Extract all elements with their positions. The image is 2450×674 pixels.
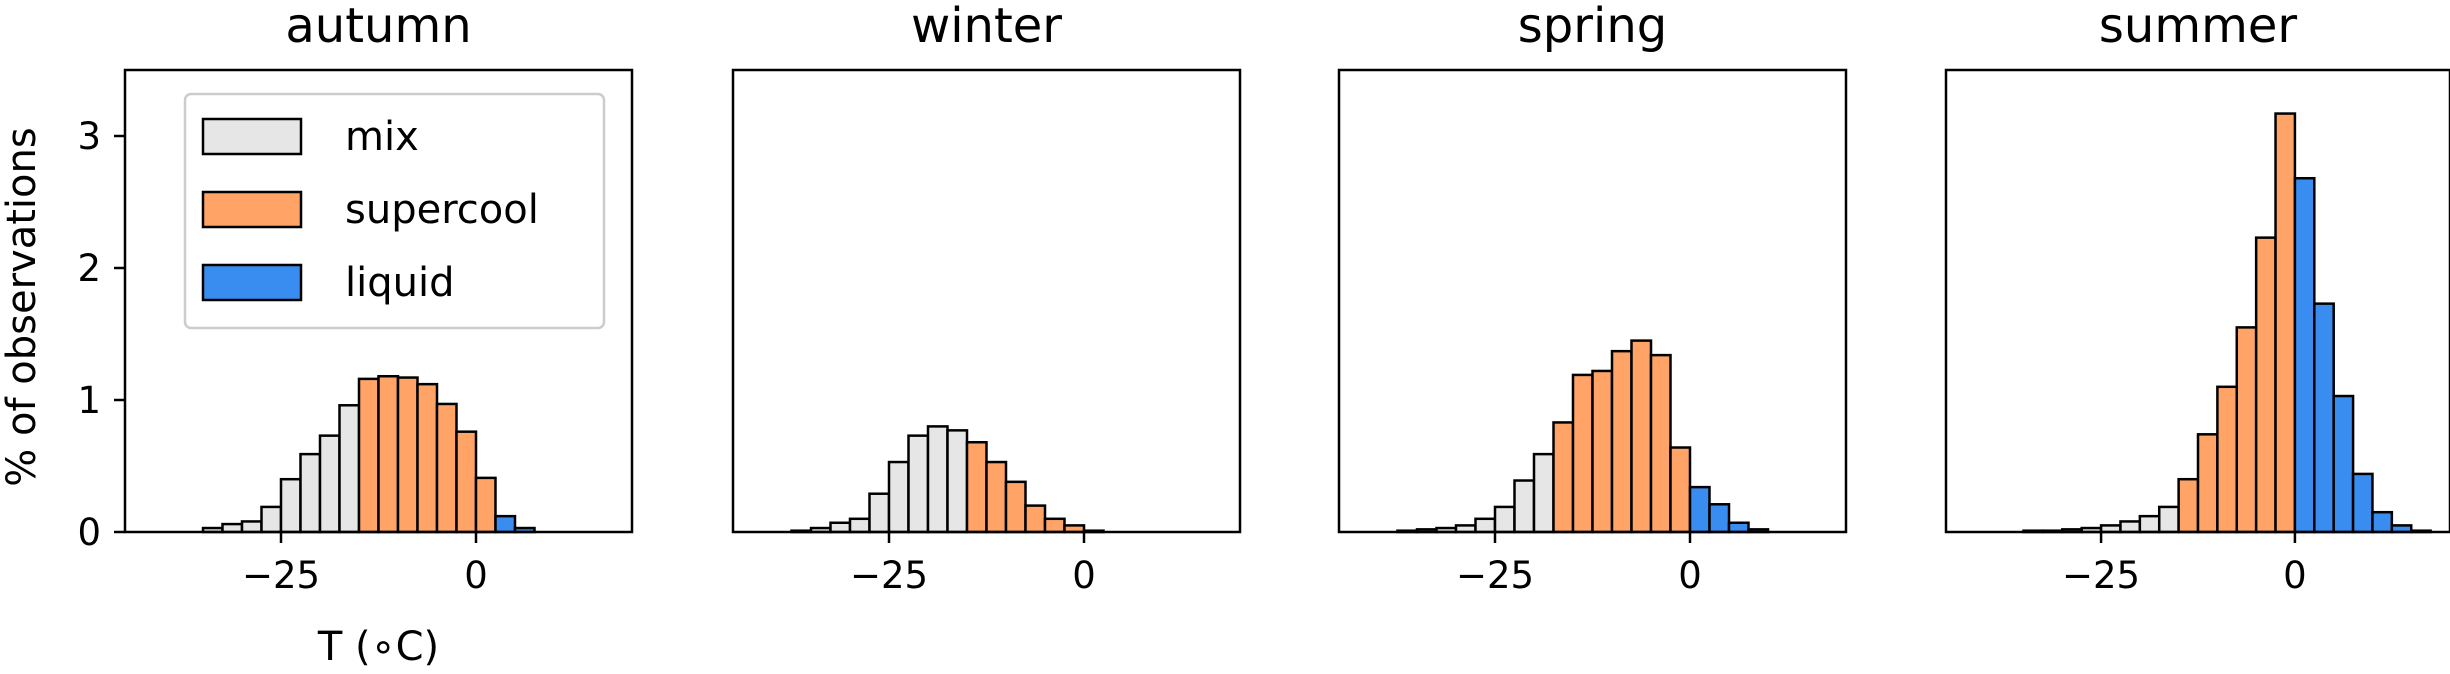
legend-label-supercool: supercool: [345, 187, 539, 233]
legend-swatch-mix: [201, 117, 303, 156]
subplot-autumn: autumn −25 0 0 1 2 3 T (∘C) % of observations mix…: [0, 0, 634, 670]
histogram-bar-mix: [1474, 517, 1497, 534]
histogram-bar-supercool: [985, 460, 1008, 534]
histogram-bar-mix: [2138, 514, 2161, 534]
histogram-bar-mix: [240, 520, 263, 534]
histogram-bar-mix: [1513, 479, 1536, 534]
histogram-bar-supercool: [2235, 326, 2258, 534]
histogram-bar-supercool: [1571, 373, 1594, 534]
histogram-bar-mix: [279, 477, 302, 534]
histogram-bar-supercool: [377, 374, 400, 534]
subplot-title: spring: [1518, 0, 1667, 54]
histogram-bar-supercool: [1610, 349, 1633, 534]
legend-swatch-liquid: [201, 263, 303, 302]
x-axis-label: T (∘C): [317, 624, 439, 670]
subplot-title: summer: [2099, 0, 2297, 54]
histogram-bar-mix: [299, 452, 322, 534]
y-axis-label: % of observations: [0, 127, 45, 486]
histogram-bar-liquid: [494, 514, 517, 534]
histogram-bar-liquid: [2332, 394, 2355, 534]
histogram-bar-supercool: [396, 376, 419, 534]
legend: mix supercool liquid: [183, 92, 606, 330]
histogram-bar-liquid: [1708, 503, 1731, 534]
histogram-bar-mix: [338, 404, 361, 534]
histogram-bar-mix: [2157, 505, 2180, 534]
legend-label-mix: mix: [345, 114, 419, 160]
x-tick-label: −25: [2062, 554, 2140, 597]
histogram-bar-mix: [1493, 505, 1516, 534]
histogram-bar-liquid: [1688, 485, 1711, 534]
y-tick-label: 0: [77, 511, 101, 554]
histogram-bar-mix: [907, 434, 930, 534]
histogram-bar-liquid: [2293, 176, 2316, 534]
legend-swatch-supercool: [201, 190, 303, 229]
histogram-bar-supercool: [455, 430, 478, 534]
histogram-bar-supercool: [2274, 112, 2297, 534]
histogram-bar-supercool: [474, 476, 497, 534]
histogram-bar-mix: [318, 434, 341, 534]
legend-label-liquid: liquid: [345, 260, 454, 306]
histogram-bar-supercool: [416, 382, 439, 534]
histogram-bar-supercool: [435, 402, 458, 534]
histogram-bar-mix: [829, 521, 852, 534]
histogram-bar-liquid: [2371, 510, 2394, 534]
histogram-bar-supercool: [357, 377, 380, 534]
axes-frame: [1944, 68, 2450, 534]
histogram-bar-mix: [868, 492, 891, 534]
histogram-bar-liquid: [2313, 302, 2335, 534]
x-tick-label: 0: [1678, 554, 1702, 597]
x-tick-label: 0: [2283, 554, 2307, 597]
axes-frame: [1337, 68, 1848, 534]
x-tick-label: −25: [1456, 554, 1534, 597]
subplot-spring: spring −25 0: [1337, 0, 1848, 597]
histogram-bar-supercool: [2216, 385, 2239, 534]
histogram-bar-supercool: [1043, 517, 1066, 534]
histogram-bar-mix: [926, 425, 949, 534]
histogram-bar-mix: [848, 517, 871, 534]
histogram-bar-supercool: [1669, 446, 1692, 534]
histogram-bar-supercool: [1552, 421, 1575, 534]
histogram-bar-supercool: [1004, 480, 1027, 534]
histogram-bar-liquid: [1727, 521, 1750, 534]
subplot-winter: winter −25 0: [731, 0, 1242, 597]
histogram-bar-mix: [1532, 452, 1555, 534]
x-tick-label: 0: [464, 554, 488, 597]
y-tick-label: 3: [77, 115, 101, 158]
histogram-bar-supercool: [1630, 339, 1653, 534]
histogram-bar-supercool: [2177, 477, 2200, 534]
histogram-bar-supercool: [2254, 236, 2277, 534]
subplot-title: winter: [911, 0, 1062, 54]
histogram-bar-mix: [887, 460, 910, 534]
histogram-bar-mix: [260, 505, 283, 534]
histogram-bar-mix: [2119, 520, 2142, 534]
histogram-bar-supercool: [1591, 369, 1614, 534]
subplot-title: autumn: [285, 0, 471, 54]
histogram-bar-mix: [946, 429, 969, 534]
histogram-bar-supercool: [2196, 433, 2219, 534]
axes-frame: [731, 68, 1242, 534]
y-tick-label: 1: [77, 379, 101, 422]
histogram-bar-liquid: [2351, 472, 2374, 534]
axes-frame: [123, 68, 634, 534]
histogram-bar-supercool: [1024, 504, 1047, 534]
x-tick-label: −25: [850, 554, 928, 597]
subplot-summer: summer −25 0: [1944, 0, 2450, 597]
x-tick-label: 0: [1072, 554, 1096, 597]
y-tick-label: 2: [77, 247, 101, 290]
x-tick-label: −25: [242, 554, 320, 597]
histogram-bar-supercool: [1649, 353, 1672, 534]
histogram-bar-supercool: [965, 440, 988, 534]
